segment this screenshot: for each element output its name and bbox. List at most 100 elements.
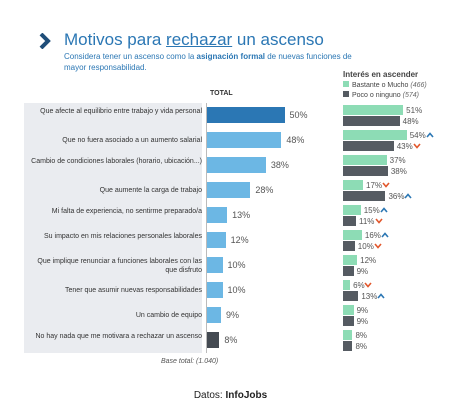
total-value-label: 38% (270, 160, 289, 170)
low-interest-bar (343, 216, 356, 226)
legend-swatch-high (343, 81, 349, 87)
low-interest-bar (343, 241, 355, 251)
category-label: Que aumente la carga de trabajo (99, 187, 202, 194)
legend-n-low: (574) (402, 92, 419, 99)
title-part2: un ascenso (232, 30, 324, 49)
low-interest-value: 48% (402, 117, 419, 126)
source-prefix: Datos: (193, 390, 226, 401)
high-interest-bar (343, 330, 353, 340)
low-interest-value: 43% (396, 142, 413, 151)
total-value-label: 48% (286, 135, 305, 145)
category-label: Que afecte al equilibrio entre trabajo y… (40, 107, 202, 115)
low-interest-value: 11% (358, 217, 375, 226)
arrow-up-icon (379, 207, 388, 213)
arrow-up-icon (425, 132, 434, 138)
total-value-label: 13% (232, 210, 251, 220)
low-interest-bar (343, 141, 394, 151)
subtitle-bold: asignación formal (196, 52, 265, 61)
total-header: TOTAL (210, 90, 233, 97)
high-interest-value: 9% (356, 306, 369, 315)
high-interest-bar (343, 230, 362, 240)
low-interest-value: 9% (356, 267, 369, 276)
category-label: Mi falta de experiencia, no sentirme pre… (51, 207, 202, 215)
high-interest-value: 54% (409, 131, 426, 140)
arrow-down-icon (364, 282, 372, 288)
high-interest-bar (343, 130, 407, 140)
high-interest-value: 37% (389, 156, 406, 165)
total-bar (207, 157, 266, 173)
low-interest-value: 36% (388, 192, 405, 201)
low-interest-bar (343, 166, 388, 176)
legend-item-low: Poco o ninguno (574) (343, 91, 419, 99)
total-bar (207, 332, 220, 348)
chevron-right-icon (39, 33, 51, 49)
source-name: InfoJobs (225, 390, 268, 401)
title-part1: Motivos para (64, 30, 167, 49)
low-interest-value: 13% (361, 292, 378, 301)
category-panel (24, 103, 202, 353)
high-interest-bar (343, 155, 387, 165)
high-interest-bar (343, 305, 354, 315)
arrow-down-icon (373, 243, 382, 249)
base-note: Base total: (1.040) (161, 358, 219, 365)
total-bar (207, 307, 221, 323)
arrow-down-icon (412, 143, 421, 149)
high-interest-value: 51% (406, 106, 423, 115)
legend-swatch-low (343, 91, 349, 97)
category-label: Su impacto en mis relaciones personales … (44, 232, 202, 240)
low-interest-bar (343, 116, 400, 126)
arrow-up-icon (381, 232, 389, 238)
source-note: Datos: InfoJobs (0, 390, 461, 401)
low-interest-value: 10% (357, 242, 374, 251)
high-interest-bar (343, 105, 404, 115)
high-interest-value: 17% (366, 181, 383, 190)
total-value-label: 28% (255, 185, 274, 195)
total-value-label: 10% (227, 260, 246, 270)
subtitle: Considera tener un ascenso como la asign… (64, 51, 364, 73)
category-label: Cambio de condiciones laborales (horario… (31, 157, 202, 165)
arrow-down-icon (375, 218, 383, 224)
total-bar (207, 107, 285, 123)
total-bar (207, 132, 282, 148)
low-interest-bar (343, 341, 353, 351)
high-interest-value: 16% (364, 231, 381, 240)
category-label: Que no fuera asociado a un aumento salar… (62, 137, 202, 144)
total-bar (207, 282, 223, 298)
total-value-label: 10% (227, 285, 246, 295)
subtitle-part2: de nuevas funciones de mayor responsabil… (64, 52, 352, 72)
high-interest-bar (343, 255, 358, 265)
high-interest-value: 15% (363, 206, 380, 215)
category-label: Tener que asumir nuevas responsabilidade… (65, 287, 202, 294)
title-emphasis: rechazar (166, 30, 233, 49)
total-value-label: 50% (289, 110, 308, 120)
high-interest-bar (343, 205, 361, 215)
high-interest-value: 6% (353, 281, 365, 290)
low-interest-bar (343, 316, 354, 326)
page-title: Motivos para rechazar un ascenso (64, 30, 324, 50)
axis-line (206, 103, 207, 353)
arrow-down-icon (382, 182, 390, 188)
high-interest-bar (343, 280, 351, 290)
total-bar (207, 232, 226, 248)
category-label: Que implique renunciar a funciones labor… (37, 257, 202, 274)
high-interest-bar (343, 180, 364, 190)
subtitle-part1: Considera tener un ascenso como la (64, 52, 197, 61)
total-bar (207, 257, 223, 273)
high-interest-value: 8% (355, 331, 367, 340)
high-interest-value: 12% (360, 256, 377, 265)
low-interest-bar (343, 291, 359, 301)
interest-header: Interés en ascender (343, 70, 419, 79)
category-label: Un cambio de equipo (135, 312, 202, 319)
low-interest-bar (343, 266, 354, 276)
arrow-up-icon (377, 293, 385, 299)
total-value-label: 8% (224, 335, 238, 345)
legend-item-high: Bastante o Mucho (466) (343, 81, 427, 89)
total-value-label: 12% (230, 235, 249, 245)
total-bar (207, 207, 228, 223)
legend-label-high: Bastante o Mucho (352, 82, 409, 89)
category-label: No hay nada que me motivara a rechazar u… (35, 332, 202, 340)
total-value-label: 9% (225, 310, 239, 320)
arrow-up-icon (404, 193, 412, 199)
legend-n-high: (466) (410, 82, 427, 89)
low-interest-value: 38% (390, 167, 407, 176)
